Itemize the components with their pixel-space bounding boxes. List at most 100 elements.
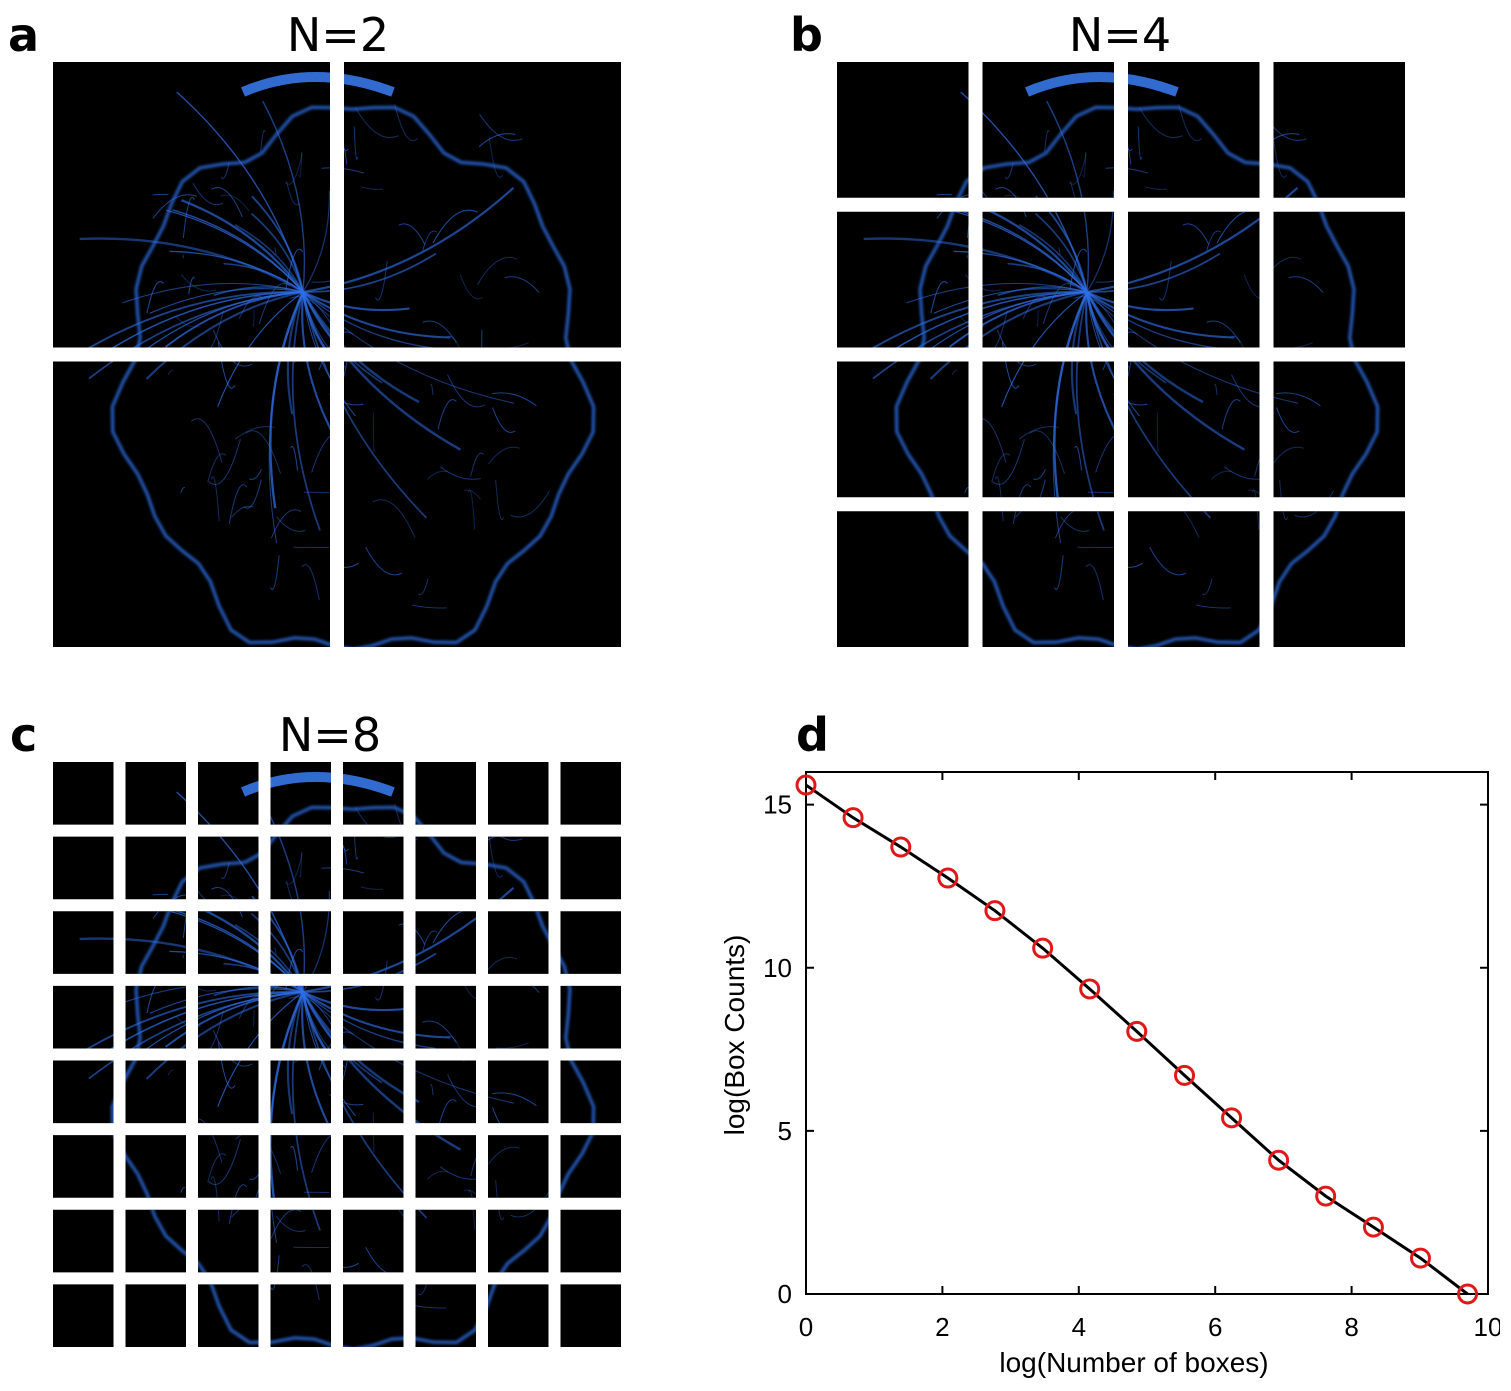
grid-n4-tile	[982, 511, 1114, 647]
data-point-marker	[1174, 1064, 1196, 1086]
data-point-marker	[890, 836, 912, 858]
grid-n8-tile	[53, 836, 114, 900]
grid-n8-tile	[488, 1209, 549, 1273]
grid-n8-tile	[125, 1284, 186, 1347]
y-tick-label: 15	[763, 790, 792, 820]
data-point-marker	[1409, 1247, 1431, 1269]
vessel-network	[74, 72, 596, 647]
grid-n8-tile	[198, 1284, 259, 1347]
grid-n8-tile	[270, 1135, 331, 1198]
grid-n8-tile	[53, 911, 114, 974]
panel-label-a: a	[8, 8, 40, 62]
grid-n4-tile	[982, 361, 1114, 498]
grid-n8-tile	[343, 1284, 404, 1347]
series-line	[805, 783, 1469, 1296]
grid-n8-tile	[415, 1209, 476, 1273]
grid-n8-tile	[560, 1209, 621, 1273]
grid-n8-tile	[53, 1060, 114, 1124]
box-count-chart: 0 2 4 6 8 10 0 5 10 15 log(Box Counts) log(Number…	[719, 771, 1500, 1378]
grid-n8-tile	[53, 1135, 114, 1198]
y-axis-label: log(Box Counts)	[719, 935, 750, 1136]
grid-n8-tile	[560, 762, 621, 825]
grid-n8-tile	[560, 1135, 621, 1198]
grid-n8-tile	[415, 1060, 476, 1124]
grid-n8-tile	[125, 762, 186, 825]
grid-n8-tile	[270, 762, 331, 825]
x-tick-label: 0	[799, 1312, 813, 1342]
grid-n8-tile	[198, 1060, 259, 1124]
data-point-marker	[1362, 1216, 1384, 1238]
grid-n4-tile	[1128, 511, 1260, 647]
panel-label-c: c	[10, 708, 38, 762]
grid-n8-tile	[270, 1209, 331, 1273]
grid-n8-tile	[53, 762, 114, 825]
grid-n8-tile	[53, 985, 114, 1049]
grid-n8-tile	[343, 985, 404, 1049]
grid-n8-tile	[560, 836, 621, 900]
grid-n4-tile	[837, 511, 969, 647]
data-point-marker	[1315, 1185, 1337, 1207]
x-axis-label: log(Number of boxes)	[999, 1347, 1268, 1378]
data-point-marker	[1268, 1149, 1290, 1171]
grid-n4-tile	[837, 361, 969, 498]
grid-n8-tile	[488, 1060, 549, 1124]
data-point-marker	[1221, 1107, 1243, 1129]
grid-n8-tile	[343, 762, 404, 825]
grid-n4-tile	[1128, 361, 1260, 498]
grid-n8-tile	[415, 836, 476, 900]
y-tick-label: 5	[778, 1116, 792, 1146]
grid-n8-tile	[343, 1209, 404, 1273]
grid-n8-tile	[343, 911, 404, 974]
plot-frame	[805, 771, 1489, 1295]
grid-n8-tile	[343, 836, 404, 900]
grid-n2-tile	[344, 62, 621, 348]
box-grid-n2	[53, 62, 621, 647]
grid-n8-tile	[53, 1284, 114, 1347]
grid-n8-tile	[488, 1284, 549, 1347]
data-point-marker	[842, 807, 864, 829]
x-tick-label: 6	[1208, 1312, 1222, 1342]
grid-n4-tile	[1273, 511, 1405, 647]
x-tick-label: 2	[935, 1312, 949, 1342]
grid-n8-tile	[125, 1135, 186, 1198]
y-tick-label: 0	[778, 1279, 792, 1309]
grid-n8-tile	[53, 1209, 114, 1273]
grid-n4-tile	[1273, 361, 1405, 498]
grid-n8-tile	[560, 1060, 621, 1124]
grid-n8-tile	[488, 985, 549, 1049]
grid-n8-tile	[415, 911, 476, 974]
data-point-marker	[795, 774, 817, 796]
box-grid-n4	[837, 62, 1405, 647]
data-point-marker	[1032, 937, 1054, 959]
x-tick-label: 4	[1072, 1312, 1086, 1342]
data-point-marker	[984, 900, 1006, 922]
panel-title-b: N=4	[1068, 8, 1172, 62]
data-point-marker	[1079, 978, 1101, 1000]
grid-n4-tile	[1273, 211, 1405, 348]
grid-n8-tile	[270, 1060, 331, 1124]
grid-n8-tile	[560, 911, 621, 974]
y-tick-label: 10	[763, 953, 792, 983]
grid-n8-tile	[415, 1135, 476, 1198]
grid-n8-tile	[198, 1209, 259, 1273]
panel-label-b: b	[790, 8, 823, 62]
grid-n8-tile	[488, 911, 549, 974]
panel-label-d: d	[796, 708, 829, 762]
grid-n2-tile	[53, 361, 330, 647]
grid-n8-tile	[488, 762, 549, 825]
grid-n8-tile	[415, 985, 476, 1049]
panel-title-c: N=8	[278, 708, 382, 762]
data-point-marker	[937, 867, 959, 889]
grid-n8-tile	[415, 1284, 476, 1347]
grid-n4-tile	[837, 62, 969, 198]
grid-n8-tile	[270, 836, 331, 900]
grid-n8-tile	[415, 762, 476, 825]
grid-n2-tile	[344, 361, 621, 647]
x-tick-label: 8	[1344, 1312, 1358, 1342]
grid-n4-tile	[837, 211, 969, 348]
data-point-marker	[1126, 1020, 1148, 1042]
box-grid-n8	[53, 762, 621, 1347]
panel-title-a: N=2	[286, 8, 390, 62]
grid-n8-tile	[488, 1135, 549, 1198]
grid-n8-tile	[343, 1135, 404, 1198]
